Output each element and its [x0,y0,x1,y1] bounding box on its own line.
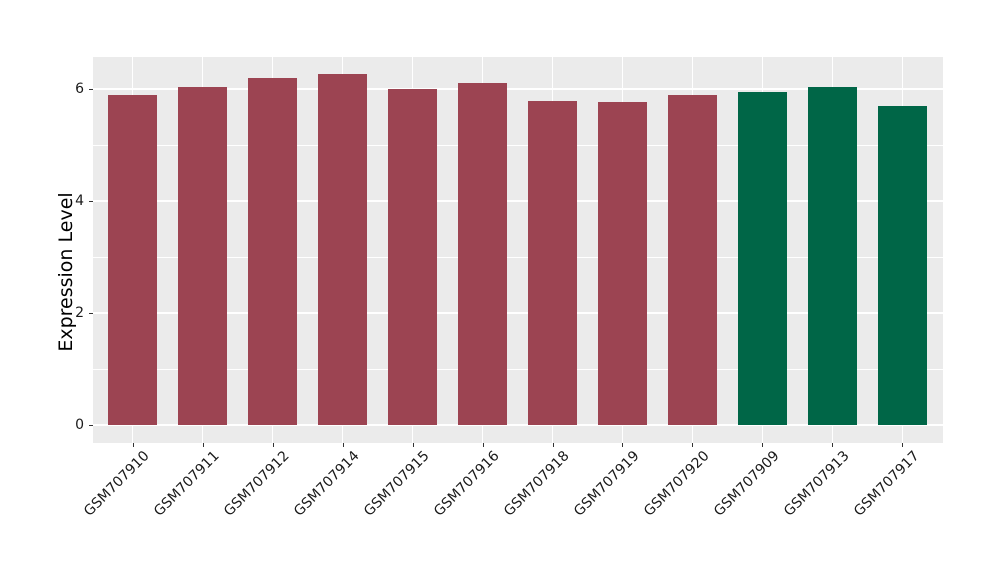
x-tick-label: GSM707916 [431,448,503,520]
y-tick-label: 0 [75,417,84,433]
plot-panel [93,57,943,443]
bar-GSM707918 [528,100,577,425]
gridline-minor [93,368,943,370]
bar-GSM707911 [178,86,227,425]
bar-GSM707909 [738,91,787,425]
x-tick [132,443,134,447]
bar-GSM707920 [668,94,717,425]
x-tick-label: GSM707909 [711,448,783,520]
x-tick [622,443,624,447]
x-tick-label: GSM707913 [781,448,853,520]
bar-GSM707910 [108,94,157,425]
x-tick-label: GSM707910 [81,448,154,520]
bar-GSM707912 [248,78,297,425]
x-tick [412,443,414,447]
x-tick [552,443,554,447]
gridline-major [93,200,943,202]
y-axis-title: Expression Level [55,192,77,352]
x-tick-label: GSM707915 [361,448,433,520]
x-tick-label: GSM707917 [851,448,923,520]
y-tick-label: 4 [75,193,84,209]
x-tick-label: GSM707914 [291,448,363,520]
bar-GSM707916 [458,82,507,425]
x-tick-label: GSM707918 [501,448,573,520]
bar-GSM707917 [878,105,927,425]
bar-GSM707913 [808,86,857,425]
gridline-minor [93,144,943,146]
gridline-major [93,312,943,314]
x-tick [202,443,204,447]
bar-GSM707919 [598,101,647,425]
x-tick [692,443,694,447]
bar-GSM707915 [388,89,437,425]
x-tick-label: GSM707920 [641,448,713,520]
x-tick [342,443,344,447]
y-tick-label: 2 [75,305,84,321]
y-tick [89,425,93,426]
x-tick-label: GSM707911 [151,448,223,520]
x-tick-label: GSM707912 [221,448,293,520]
y-tick [89,313,93,314]
gridline-major [93,88,943,90]
x-tick [832,443,834,447]
x-tick [482,443,484,447]
x-tick [762,443,764,447]
bar-GSM707914 [318,73,367,425]
gridline-major [93,424,943,426]
y-tick [89,89,93,90]
y-tick [89,201,93,202]
x-tick [902,443,904,447]
y-tick-label: 6 [75,81,84,97]
x-tick-label: GSM707919 [571,448,643,520]
x-tick [272,443,274,447]
gridline-minor [93,256,943,258]
